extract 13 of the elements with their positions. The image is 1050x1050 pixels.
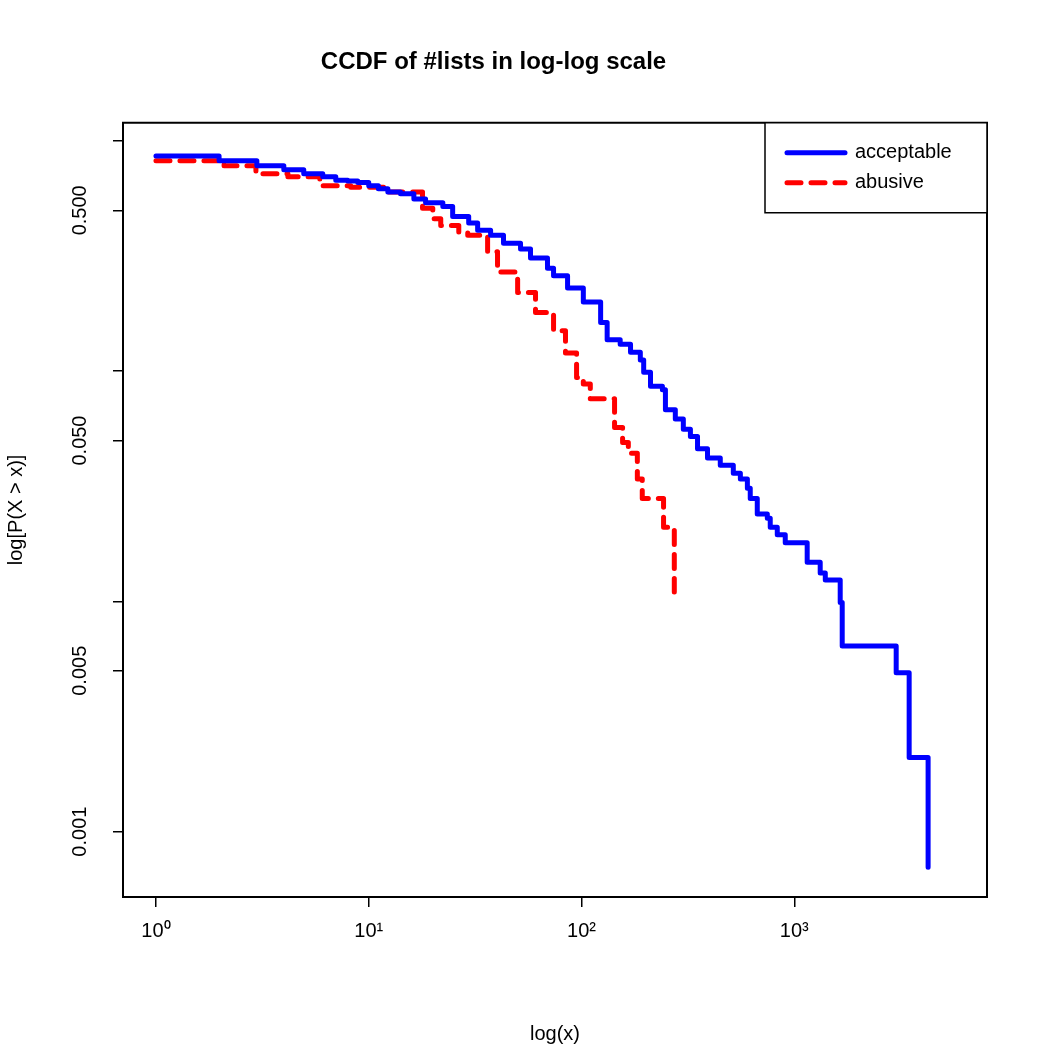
x-tick-label: 10¹ <box>354 918 384 941</box>
y-axis-title: log[P(X > x)] <box>3 454 26 566</box>
legend-label: acceptable <box>855 140 952 163</box>
x-tick-label: 10³ <box>779 918 810 941</box>
chart-title: CCDF of #lists in log-log scale <box>320 47 667 75</box>
x-tick-label: 10² <box>567 918 597 941</box>
legend-label: abusive <box>855 170 924 193</box>
y-tick-label: 0.005 <box>67 645 90 696</box>
y-tick-label: 0.001 <box>67 806 90 857</box>
x-tick-label: 10⁰ <box>141 918 171 941</box>
y-tick-label: 0.050 <box>67 415 90 466</box>
y-tick-label: 0.500 <box>67 185 90 236</box>
x-axis-title: log(x) <box>529 1021 581 1044</box>
